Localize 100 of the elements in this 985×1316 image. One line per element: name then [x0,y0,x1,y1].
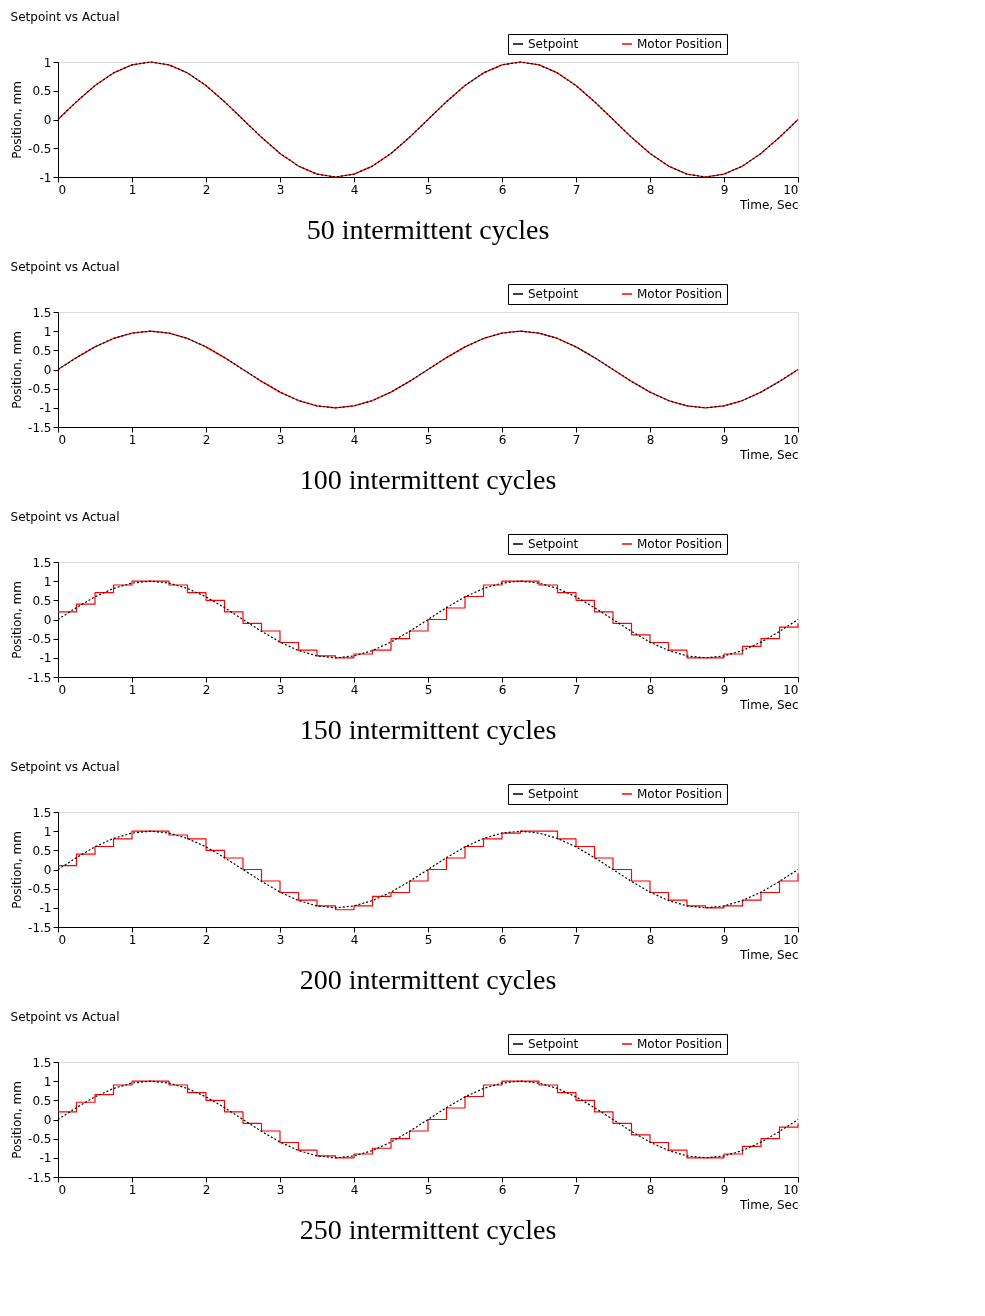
legend-label: Setpoint [528,37,579,51]
x-tick-label: 5 [424,682,433,697]
y-tick-label: 0 [43,863,52,877]
x-tick-label: 1 [128,1182,137,1197]
x-tick-label: 3 [276,182,285,197]
x-tick-label: 1 [128,182,137,197]
x-tick-label: 6 [498,432,507,447]
legend-label: Setpoint [528,537,579,551]
y-axis-title: Position, mm [10,81,25,159]
x-tick-label: 8 [646,432,655,447]
x-tick-label: 5 [424,1182,433,1197]
chart-title: Setpoint vs Actual [10,759,120,774]
text: 50 intermittent cycles [306,214,550,245]
y-tick-label: 1.5 [32,1055,52,1070]
x-tick-label: 7 [572,1182,581,1197]
y-tick-label: 0.5 [32,843,52,858]
chart-title: Setpoint vs Actual [10,509,120,524]
y-tick-label: 0.5 [32,343,52,358]
x-tick-label: 10 [783,432,799,447]
y-tick-label: 1 [43,824,52,839]
y-tick-label: -1.5 [28,920,52,935]
chart-title: Setpoint vs Actual [10,259,120,274]
y-tick-label: -0.5 [28,1132,52,1147]
text: 150 intermittent cycles [299,714,557,745]
y-tick-label: 0 [43,613,52,627]
x-tick-label: 5 [424,932,433,947]
x-tick-label: 7 [572,682,581,697]
x-tick-label: 9 [720,932,729,947]
chart-title: Setpoint vs Actual [10,9,120,24]
y-tick-label: 1.5 [32,805,52,820]
x-tick-label: 3 [276,932,285,947]
x-tick-label: 0 [58,182,67,197]
legend-label: Motor Position [637,1037,723,1051]
y-tick-label: 1.5 [32,555,52,570]
x-tick-label: 3 [276,1182,285,1197]
x-tick-label: 1 [128,432,137,447]
x-tick-label: 8 [646,682,655,697]
x-tick-label: 9 [720,182,729,197]
y-tick-label: -1 [39,901,52,916]
text: 100 intermittent cycles [299,464,557,495]
y-tick-label: -1.5 [28,1170,52,1185]
x-tick-label: 2 [202,182,211,197]
y-tick-label: 0.5 [32,593,52,608]
x-tick-label: 1 [128,682,137,697]
x-tick-label: 8 [646,932,655,947]
y-tick-label: 1 [43,55,52,70]
x-axis-title: Time, Sec [738,697,799,712]
x-tick-label: 7 [572,182,581,197]
x-tick-label: 3 [276,432,285,447]
x-tick-label: 0 [58,682,67,697]
legend-label: Setpoint [528,1037,579,1051]
x-tick-label: 6 [498,682,507,697]
x-tick-label: 4 [350,182,359,197]
y-axis-title: Position, mm [10,1081,25,1159]
y-tick-label: 0 [43,1113,52,1127]
legend-label: Motor Position [637,287,723,301]
x-tick-label: 10 [783,182,799,197]
x-tick-label: 2 [202,1182,211,1197]
x-tick-label: 8 [646,182,655,197]
text: 250 intermittent cycles [299,1214,557,1245]
x-tick-label: 6 [498,182,507,197]
y-tick-label: 1 [43,324,52,339]
y-tick-label: -1 [39,401,52,416]
x-tick-label: 7 [572,932,581,947]
x-axis-title: Time, Sec [738,197,799,212]
x-tick-label: 0 [58,932,67,947]
x-tick-label: 10 [783,682,799,697]
y-tick-label: -0.5 [28,382,52,397]
x-tick-label: 5 [424,432,433,447]
x-tick-label: 2 [202,682,211,697]
legend-label: Setpoint [528,287,579,301]
y-tick-label: -1.5 [28,420,52,435]
x-tick-label: 2 [202,932,211,947]
y-tick-label: 1 [43,1074,52,1089]
x-tick-label: 4 [350,932,359,947]
x-tick-label: 6 [498,1182,507,1197]
x-tick-label: 10 [783,932,799,947]
x-tick-label: 4 [350,682,359,697]
y-tick-label: 1.5 [32,305,52,320]
y-tick-label: -0.5 [28,882,52,897]
y-tick-label: 0.5 [32,84,52,99]
legend-label: Motor Position [637,787,723,801]
x-tick-label: 0 [58,432,67,447]
x-tick-label: 0 [58,1182,67,1197]
y-tick-label: -1.5 [28,670,52,685]
legend-label: Motor Position [637,37,723,51]
y-tick-label: 0.5 [32,1093,52,1108]
y-axis-title: Position, mm [10,831,25,909]
y-tick-label: 0 [43,363,52,377]
x-tick-label: 10 [783,1182,799,1197]
x-tick-label: 3 [276,682,285,697]
y-tick-label: -0.5 [28,632,52,647]
y-tick-label: -0.5 [28,141,52,156]
y-tick-label: -1 [39,651,52,666]
x-tick-label: 7 [572,432,581,447]
x-tick-label: 6 [498,932,507,947]
x-tick-label: 9 [720,432,729,447]
y-tick-label: 0 [43,113,52,127]
x-axis-title: Time, Sec [738,1197,799,1212]
x-tick-label: 5 [424,182,433,197]
